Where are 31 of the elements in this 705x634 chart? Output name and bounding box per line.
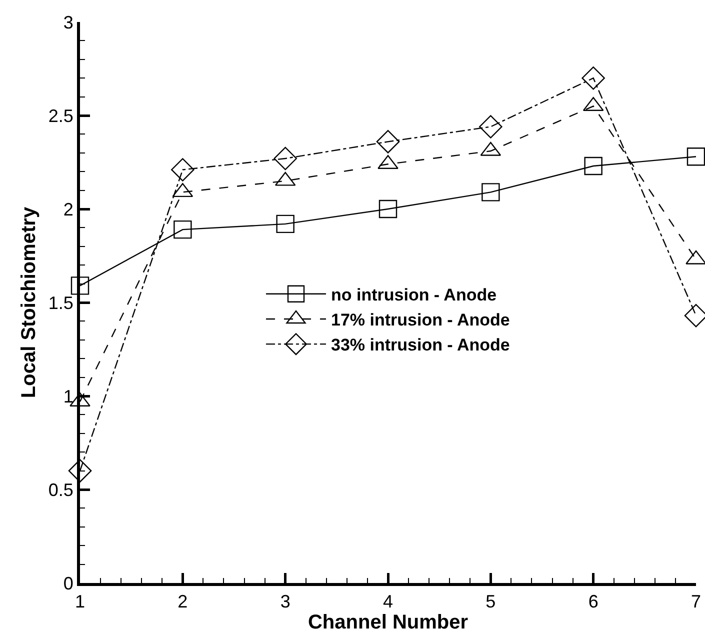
y-tick-label: 3 xyxy=(63,12,74,32)
y-tick-label: 0 xyxy=(63,573,74,594)
y-tick-label: 2.5 xyxy=(48,106,74,126)
point xyxy=(686,148,705,166)
y-tick-label: 1 xyxy=(63,386,74,406)
legend-label: 17% intrusion - Anode xyxy=(331,310,510,330)
y-tick-label: 0.5 xyxy=(48,480,74,500)
point xyxy=(274,146,297,170)
y-axis-title: Local Stoichiometry xyxy=(18,206,40,398)
point xyxy=(174,220,192,239)
legend-label: 33% intrusion - Anode xyxy=(331,336,510,355)
x-axis-title: Channel Number xyxy=(308,612,468,634)
x-tick-label: 7 xyxy=(690,592,702,612)
y-tick-label: 2 xyxy=(63,199,74,220)
x-tick-label: 3 xyxy=(280,592,290,612)
point xyxy=(482,183,500,202)
x-tick-label: 5 xyxy=(486,592,496,612)
legend-label: no intrusion - Anode xyxy=(331,286,497,305)
point xyxy=(582,66,605,90)
point xyxy=(171,158,194,182)
point xyxy=(584,156,602,176)
y-tick-label: 1.5 xyxy=(48,292,74,313)
x-tick-label: 4 xyxy=(382,592,394,612)
point xyxy=(378,200,398,218)
x-tick-label: 6 xyxy=(588,592,598,612)
x-tick-label: 2 xyxy=(178,592,188,612)
point xyxy=(276,214,294,234)
point xyxy=(376,130,400,154)
point xyxy=(70,276,90,295)
point xyxy=(479,115,502,138)
point xyxy=(68,459,92,482)
